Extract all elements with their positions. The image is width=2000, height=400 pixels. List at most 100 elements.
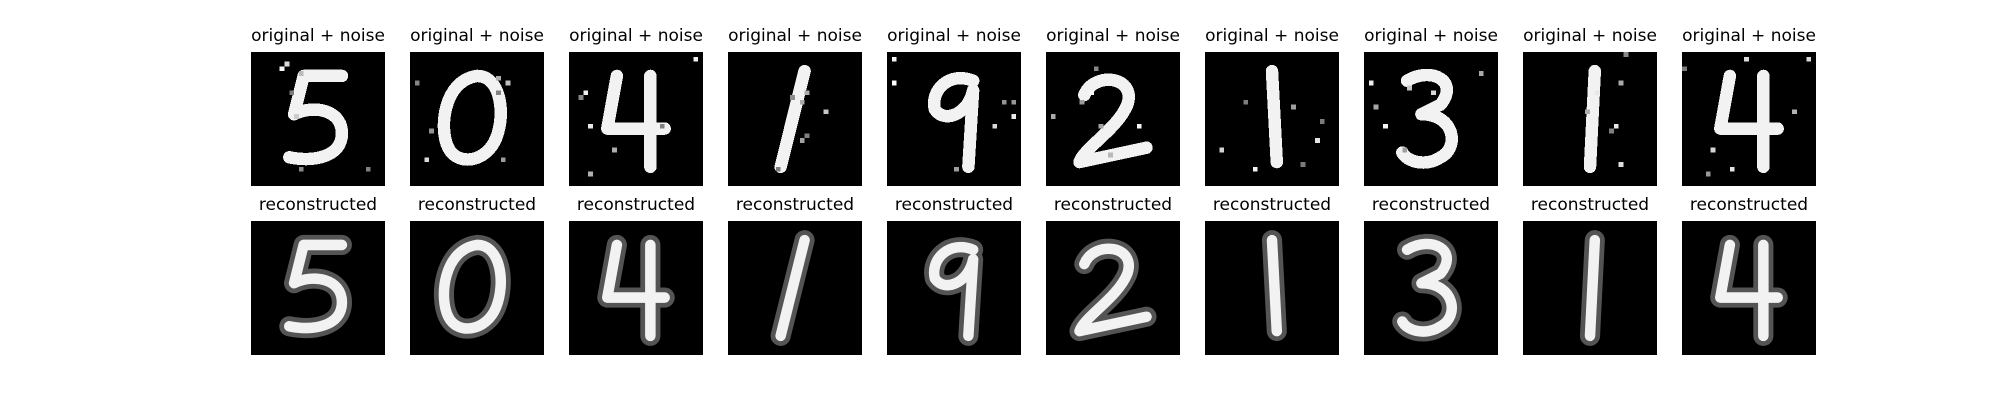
digit-stroke [1715,239,1783,342]
reconstructed-caption: reconstructed [1212,195,1332,215]
reconstructed-panel-4: reconstructed [728,195,862,355]
digit-stroke [283,69,349,166]
digit-stroke [775,234,810,342]
noise-pixel [1050,114,1056,119]
noise-pixel [1729,166,1735,172]
noise-pixel [284,61,290,67]
noise-pixel [799,138,805,143]
noise-pixel [1585,109,1590,115]
noise-pixel [1744,56,1749,62]
noisy-panel-10: original + noise [1682,26,1816,186]
noise-pixel [1011,114,1017,119]
noise-pixel [1431,90,1436,96]
noise-pixel [1618,162,1624,167]
digit-3-image [1364,52,1498,186]
noise-pixel [1594,90,1600,96]
noise-pixel [1478,71,1484,76]
reconstructed-panel-1: reconstructed [251,195,385,355]
noise-pixel [1710,147,1716,153]
noise-pixel [578,95,584,100]
digit-1-image [728,221,862,355]
noisy-panel-6: original + noise [1046,26,1180,186]
digit-stroke [1584,234,1601,342]
noise-pixel [500,157,506,163]
reconstructed-caption: reconstructed [894,195,1014,215]
noisy-panel-3: original + noise [569,26,703,186]
digit-9-image [887,52,1021,186]
noisy-panel-7: original + noise [1205,26,1339,186]
noise-pixel [1806,56,1812,62]
noisy-caption: original + noise [1046,26,1180,46]
digit-4-image [569,221,703,355]
noise-pixel [1093,66,1099,72]
noise-pixel [799,99,805,105]
noisy-caption: original + noise [1682,26,1816,46]
noise-pixel [496,90,501,96]
noise-pixel [414,80,420,86]
noise-pixel [429,128,434,134]
digit-1-image [1523,52,1657,186]
reconstructed-caption: reconstructed [735,195,855,215]
noise-pixel [1243,99,1249,105]
digit-4-image [569,52,703,186]
noise-pixel [1319,119,1325,124]
noise-pixel [1098,123,1104,129]
digit-stroke [437,69,507,166]
noisy-panel-5: original + noise [887,26,1021,186]
reconstructed-panel-7: reconstructed [1205,195,1339,355]
digit-stroke [1266,234,1283,337]
reconstructed-panel-6: reconstructed [1046,195,1180,355]
digit-stroke [284,239,348,334]
image-background [1682,52,1816,186]
noise-pixel [1623,52,1629,57]
noisy-caption: original + noise [1523,26,1657,46]
digit-4-image [1682,221,1816,355]
noise-pixel [588,171,593,177]
noise-pixel [891,80,897,86]
noise-pixel [1089,90,1094,96]
noisy-panel-2: original + noise [410,26,544,186]
digit-9-image [887,221,1021,355]
digit-stroke [1583,64,1602,174]
noise-pixel [1682,66,1687,72]
reconstructed-caption: reconstructed [1689,195,1809,215]
noise-pixel [1291,104,1296,110]
reconstructed-caption: reconstructed [576,195,696,215]
reconstructed-panel-9: reconstructed [1523,195,1657,355]
reconstructed-caption: reconstructed [1530,195,1650,215]
noise-pixel [1368,80,1374,86]
noise-pixel [289,90,295,96]
digit-stroke [774,64,811,174]
digit-5-image [251,52,385,186]
digit-stroke [1265,64,1284,169]
digit-stroke [438,239,507,334]
reconstructed-panel-2: reconstructed [410,195,544,355]
noise-pixel [992,123,998,129]
reconstructed-caption: reconstructed [417,195,537,215]
digit-stroke [1396,68,1458,169]
digit-stroke [601,69,671,174]
digit-1-image [1523,221,1657,355]
digit-1-image [1205,221,1339,355]
noisy-panel-8: original + noise [1364,26,1498,186]
noise-pixel [365,166,371,172]
noise-pixel [790,95,795,100]
digit-stroke [1397,238,1457,337]
reconstructed-caption: reconstructed [1371,195,1491,215]
noise-pixel [804,133,810,139]
noise-pixel [1011,99,1017,105]
noise-pixel [424,157,430,163]
noise-pixel [1001,99,1007,105]
noise-pixel [1407,85,1412,91]
noise-pixel [1613,123,1619,129]
digit-stroke [602,239,670,342]
digit-stroke [928,242,979,342]
noisy-panel-9: original + noise [1523,26,1657,186]
noisy-caption: original + noise [1364,26,1498,46]
noisy-caption: original + noise [887,26,1021,46]
reconstructed-panel-10: reconstructed [1682,195,1816,355]
image-background [569,52,703,186]
noise-pixel [1705,171,1711,177]
noisy-caption: original + noise [251,26,385,46]
noise-pixel [1792,109,1797,115]
